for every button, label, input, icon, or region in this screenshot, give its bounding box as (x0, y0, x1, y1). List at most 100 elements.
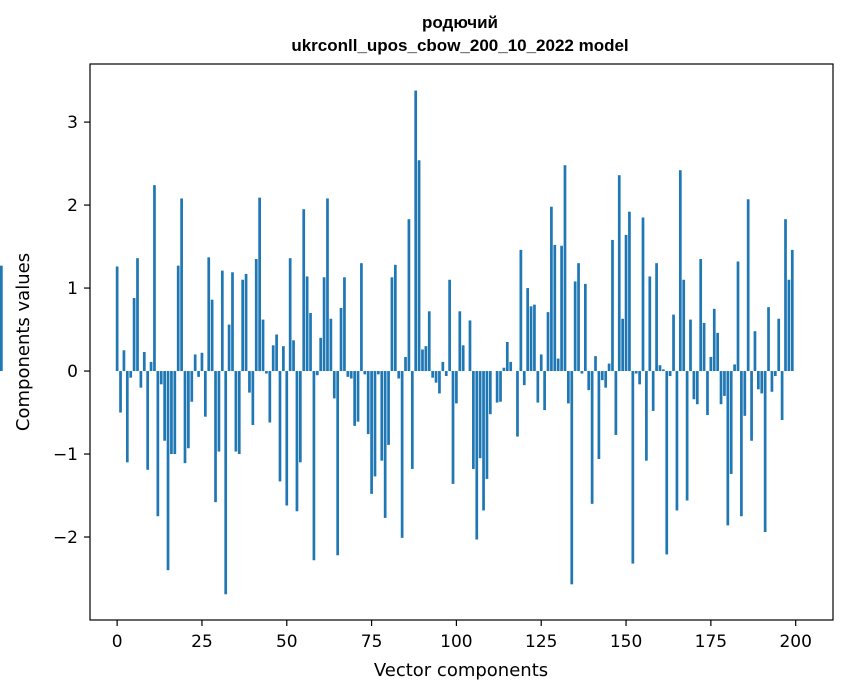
bar (370, 371, 373, 494)
bar (577, 263, 580, 371)
x-axis-label: Vector components (374, 660, 548, 681)
bar (788, 280, 791, 371)
bar (693, 371, 696, 399)
bar (167, 371, 170, 570)
bar (218, 371, 221, 452)
bar (268, 371, 271, 422)
bar (224, 371, 227, 594)
bar (547, 312, 550, 371)
bar (665, 371, 668, 554)
bar (445, 371, 448, 376)
bar (469, 320, 472, 371)
bar (411, 371, 414, 469)
bar (425, 346, 428, 371)
bar (516, 371, 519, 437)
bar (591, 371, 594, 504)
bar (496, 371, 499, 403)
bar (292, 340, 295, 371)
bar (625, 235, 628, 371)
bar (438, 371, 441, 393)
bar (503, 368, 506, 371)
bar (330, 319, 333, 371)
bar (404, 357, 407, 371)
bar (771, 371, 774, 392)
bar (414, 91, 417, 371)
bar (726, 371, 729, 525)
bar (380, 371, 383, 461)
bar (401, 371, 404, 538)
bar (743, 371, 746, 416)
bar (289, 258, 292, 371)
bar (730, 371, 733, 474)
bar (536, 371, 539, 403)
bar (316, 371, 319, 375)
bar (587, 371, 590, 390)
bar (357, 371, 360, 422)
bar (584, 284, 587, 371)
bar (143, 352, 146, 371)
bar (520, 250, 523, 371)
bar (360, 263, 363, 371)
bar (238, 371, 241, 454)
bar (645, 371, 648, 461)
bar (553, 245, 556, 371)
bar (506, 342, 509, 371)
bar (363, 371, 366, 374)
bar (387, 371, 390, 445)
bar (703, 323, 706, 371)
x-tick-label: 75 (361, 632, 383, 652)
bar (767, 307, 770, 371)
y-tick-label: −2 (53, 528, 78, 548)
bar (394, 265, 397, 371)
bar (564, 165, 567, 371)
bar (486, 371, 489, 479)
bar (418, 160, 421, 371)
x-tick-label: 25 (191, 632, 213, 652)
bar (533, 305, 536, 371)
bar (428, 311, 431, 371)
bar (723, 371, 726, 396)
y-tick-label: 1 (67, 279, 78, 299)
bar (635, 371, 638, 373)
bar (574, 281, 577, 371)
bar (326, 198, 329, 371)
bar (350, 371, 353, 378)
x-tick-label: 125 (525, 632, 557, 652)
bar (0, 266, 3, 371)
x-tick-label: 200 (779, 632, 811, 652)
bar (659, 365, 662, 371)
bar (258, 198, 261, 371)
bar (530, 306, 533, 371)
bar (313, 371, 316, 560)
x-tick-label: 0 (112, 632, 123, 652)
bar (458, 311, 461, 371)
bar (737, 262, 740, 372)
bar (662, 369, 665, 371)
bar (231, 272, 234, 371)
bar (306, 276, 309, 371)
bar (228, 325, 231, 371)
bar (638, 371, 641, 384)
bar (408, 219, 411, 371)
bar (129, 371, 132, 378)
bar (346, 371, 349, 377)
bar (367, 371, 370, 434)
bar (560, 246, 563, 371)
bar (581, 371, 584, 373)
bar (397, 371, 400, 378)
bar (509, 362, 512, 371)
bar (604, 371, 607, 388)
bar (241, 280, 244, 371)
bar (526, 288, 529, 371)
bar (214, 371, 217, 502)
bar (682, 280, 685, 371)
bar (570, 371, 573, 584)
y-axis-label: Components values (13, 253, 34, 431)
bar (282, 346, 285, 371)
bar (265, 371, 268, 373)
bar (340, 308, 343, 371)
bar (255, 259, 258, 371)
